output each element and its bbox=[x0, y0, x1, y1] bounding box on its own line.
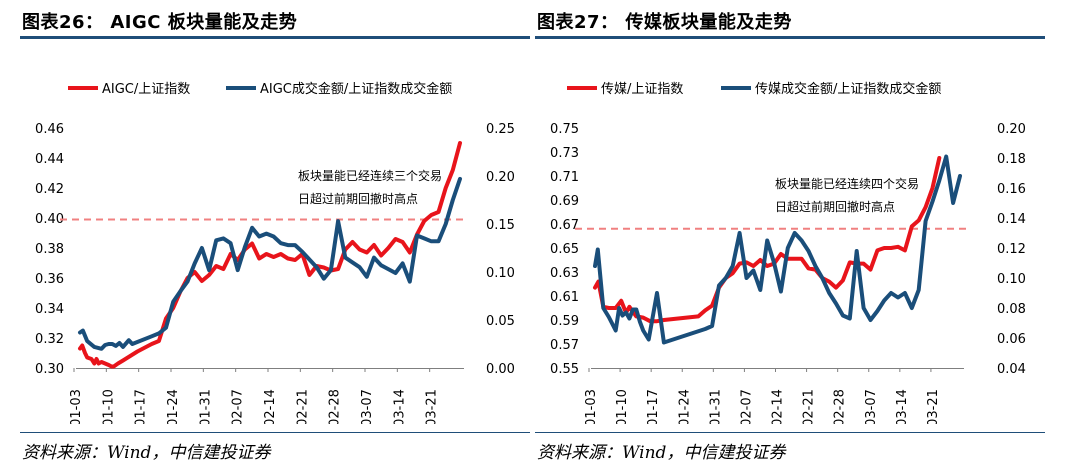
y-right-tick-label: 0.08 bbox=[997, 302, 1026, 317]
x-tick-label: 01-10 bbox=[615, 389, 630, 424]
y-left-tick-label: 0.38 bbox=[35, 242, 64, 257]
series-line-turnover bbox=[78, 176, 462, 351]
y-right-tick-label: 0.15 bbox=[486, 218, 515, 233]
y-left-tick-label: 0.57 bbox=[550, 338, 579, 353]
x-tick-label: 01-03 bbox=[69, 389, 84, 424]
annotation-text: 日超过前期回撤时高点 bbox=[775, 199, 895, 214]
x-tick-label: 03-21 bbox=[926, 389, 941, 424]
x-tick-label: 02-07 bbox=[739, 389, 754, 424]
aigc-chart: AIGC/上证指数 AIGC成交金额/上证指数成交金额 0.46 0.44 0.42 0.… bbox=[35, 81, 515, 424]
y-left-tick-label: 0.36 bbox=[35, 272, 64, 287]
legend-label: AIGC/上证指数 bbox=[102, 82, 190, 97]
media-chart: 传媒/上证指数 传媒成交金额/上证指数成交金额 0.75 0.73 0.71 0.69 0.… bbox=[550, 81, 1026, 424]
x-tick-label: 03-21 bbox=[425, 389, 440, 424]
x-tick-label: 01-31 bbox=[708, 389, 723, 424]
y-right-tick-label: 0.05 bbox=[486, 314, 515, 329]
chart-title: 图表27： 传媒板块量能及走势 bbox=[537, 12, 792, 33]
x-tick-label: 03-07 bbox=[864, 389, 879, 424]
y-right-tick-label: 0.00 bbox=[486, 362, 515, 377]
series-line-turnover bbox=[593, 154, 962, 345]
y-right-tick-label: 0.16 bbox=[997, 182, 1026, 197]
y-right-tick-label: 0.20 bbox=[997, 122, 1026, 137]
x-tick-label: 01-03 bbox=[584, 389, 599, 424]
x-tick-label: 01-24 bbox=[166, 389, 181, 424]
y-left-tick-label: 0.40 bbox=[35, 212, 64, 227]
x-tick-label: 02-14 bbox=[263, 389, 278, 424]
source-rule bbox=[535, 432, 1045, 433]
x-tick-label: 01-17 bbox=[646, 389, 661, 424]
x-tick-label: 02-07 bbox=[231, 389, 246, 424]
source-note: 资料来源：Wind，中信建投证券 bbox=[537, 443, 786, 463]
y-right-tick-label: 0.18 bbox=[997, 152, 1026, 167]
chart-panel-media: 图表27： 传媒板块量能及走势 传媒/上证指数 传媒成交金额/上证指数成交金额 0.… bbox=[535, 0, 1055, 476]
y-left-tick-label: 0.34 bbox=[35, 302, 64, 317]
x-tick-label: 02-21 bbox=[295, 389, 310, 424]
y-left-tick-label: 0.32 bbox=[35, 332, 64, 347]
y-left-tick-label: 0.61 bbox=[550, 290, 579, 305]
chart-title: 图表26： AIGC 板块量能及走势 bbox=[22, 12, 298, 33]
source-note: 资料来源：Wind，中信建投证券 bbox=[22, 443, 271, 463]
y-left-tick-label: 0.46 bbox=[35, 122, 64, 137]
x-tick-label: 02-28 bbox=[833, 389, 848, 424]
y-left-tick-label: 0.30 bbox=[35, 362, 64, 377]
x-tick-label: 03-07 bbox=[360, 389, 375, 424]
y-right-tick-label: 0.14 bbox=[997, 212, 1026, 227]
y-left-tick-label: 0.59 bbox=[550, 314, 579, 329]
annotation-text: 板块量能已经连续四个交易 bbox=[775, 176, 919, 191]
x-tick-label: 02-14 bbox=[771, 389, 786, 424]
annotation-text: 日超过前期回撤时高点 bbox=[298, 191, 418, 206]
y-left-tick-label: 0.73 bbox=[550, 146, 579, 161]
y-left-tick-label: 0.63 bbox=[550, 266, 579, 281]
annotation-text: 板块量能已经连续三个交易 bbox=[298, 168, 442, 183]
chart-panel-aigc: 图表26： AIGC 板块量能及走势 AIGC/上证指数 AIGC成交金额/上证指… bbox=[20, 0, 540, 476]
x-tick-label: 01-24 bbox=[677, 389, 692, 424]
y-left-tick-label: 0.65 bbox=[550, 242, 579, 257]
y-left-tick-label: 0.71 bbox=[550, 170, 579, 185]
y-right-tick-label: 0.20 bbox=[486, 170, 515, 185]
y-left-tick-label: 0.55 bbox=[550, 362, 579, 377]
title-rule bbox=[535, 36, 1045, 39]
y-right-tick-label: 0.10 bbox=[486, 266, 515, 281]
x-tick-label: 03-14 bbox=[895, 389, 910, 424]
y-left-tick-label: 0.44 bbox=[35, 152, 64, 167]
title-rule bbox=[20, 36, 530, 39]
y-right-tick-label: 0.10 bbox=[997, 272, 1026, 287]
y-left-tick-label: 0.69 bbox=[550, 194, 579, 209]
y-right-tick-label: 0.06 bbox=[997, 332, 1026, 347]
x-tick-label: 03-14 bbox=[392, 389, 407, 424]
x-tick-label: 02-21 bbox=[802, 389, 817, 424]
x-tick-label: 01-10 bbox=[101, 389, 116, 424]
x-tick-label: 01-17 bbox=[134, 389, 149, 424]
x-tick-label: 01-31 bbox=[198, 389, 213, 424]
y-right-tick-label: 0.25 bbox=[486, 122, 515, 137]
y-left-tick-label: 0.42 bbox=[35, 182, 64, 197]
y-left-tick-label: 0.67 bbox=[550, 218, 579, 233]
series-line-ratio bbox=[78, 141, 462, 369]
legend-label: 传媒成交金额/上证指数成交金额 bbox=[755, 81, 941, 97]
source-rule bbox=[20, 432, 530, 433]
y-right-tick-label: 0.12 bbox=[997, 242, 1026, 257]
y-right-tick-label: 0.04 bbox=[997, 362, 1026, 377]
x-tick-label: 02-28 bbox=[328, 389, 343, 424]
legend-label: AIGC成交金额/上证指数成交金额 bbox=[260, 81, 452, 97]
y-left-tick-label: 0.75 bbox=[550, 122, 579, 137]
legend-label: 传媒/上证指数 bbox=[601, 82, 683, 97]
